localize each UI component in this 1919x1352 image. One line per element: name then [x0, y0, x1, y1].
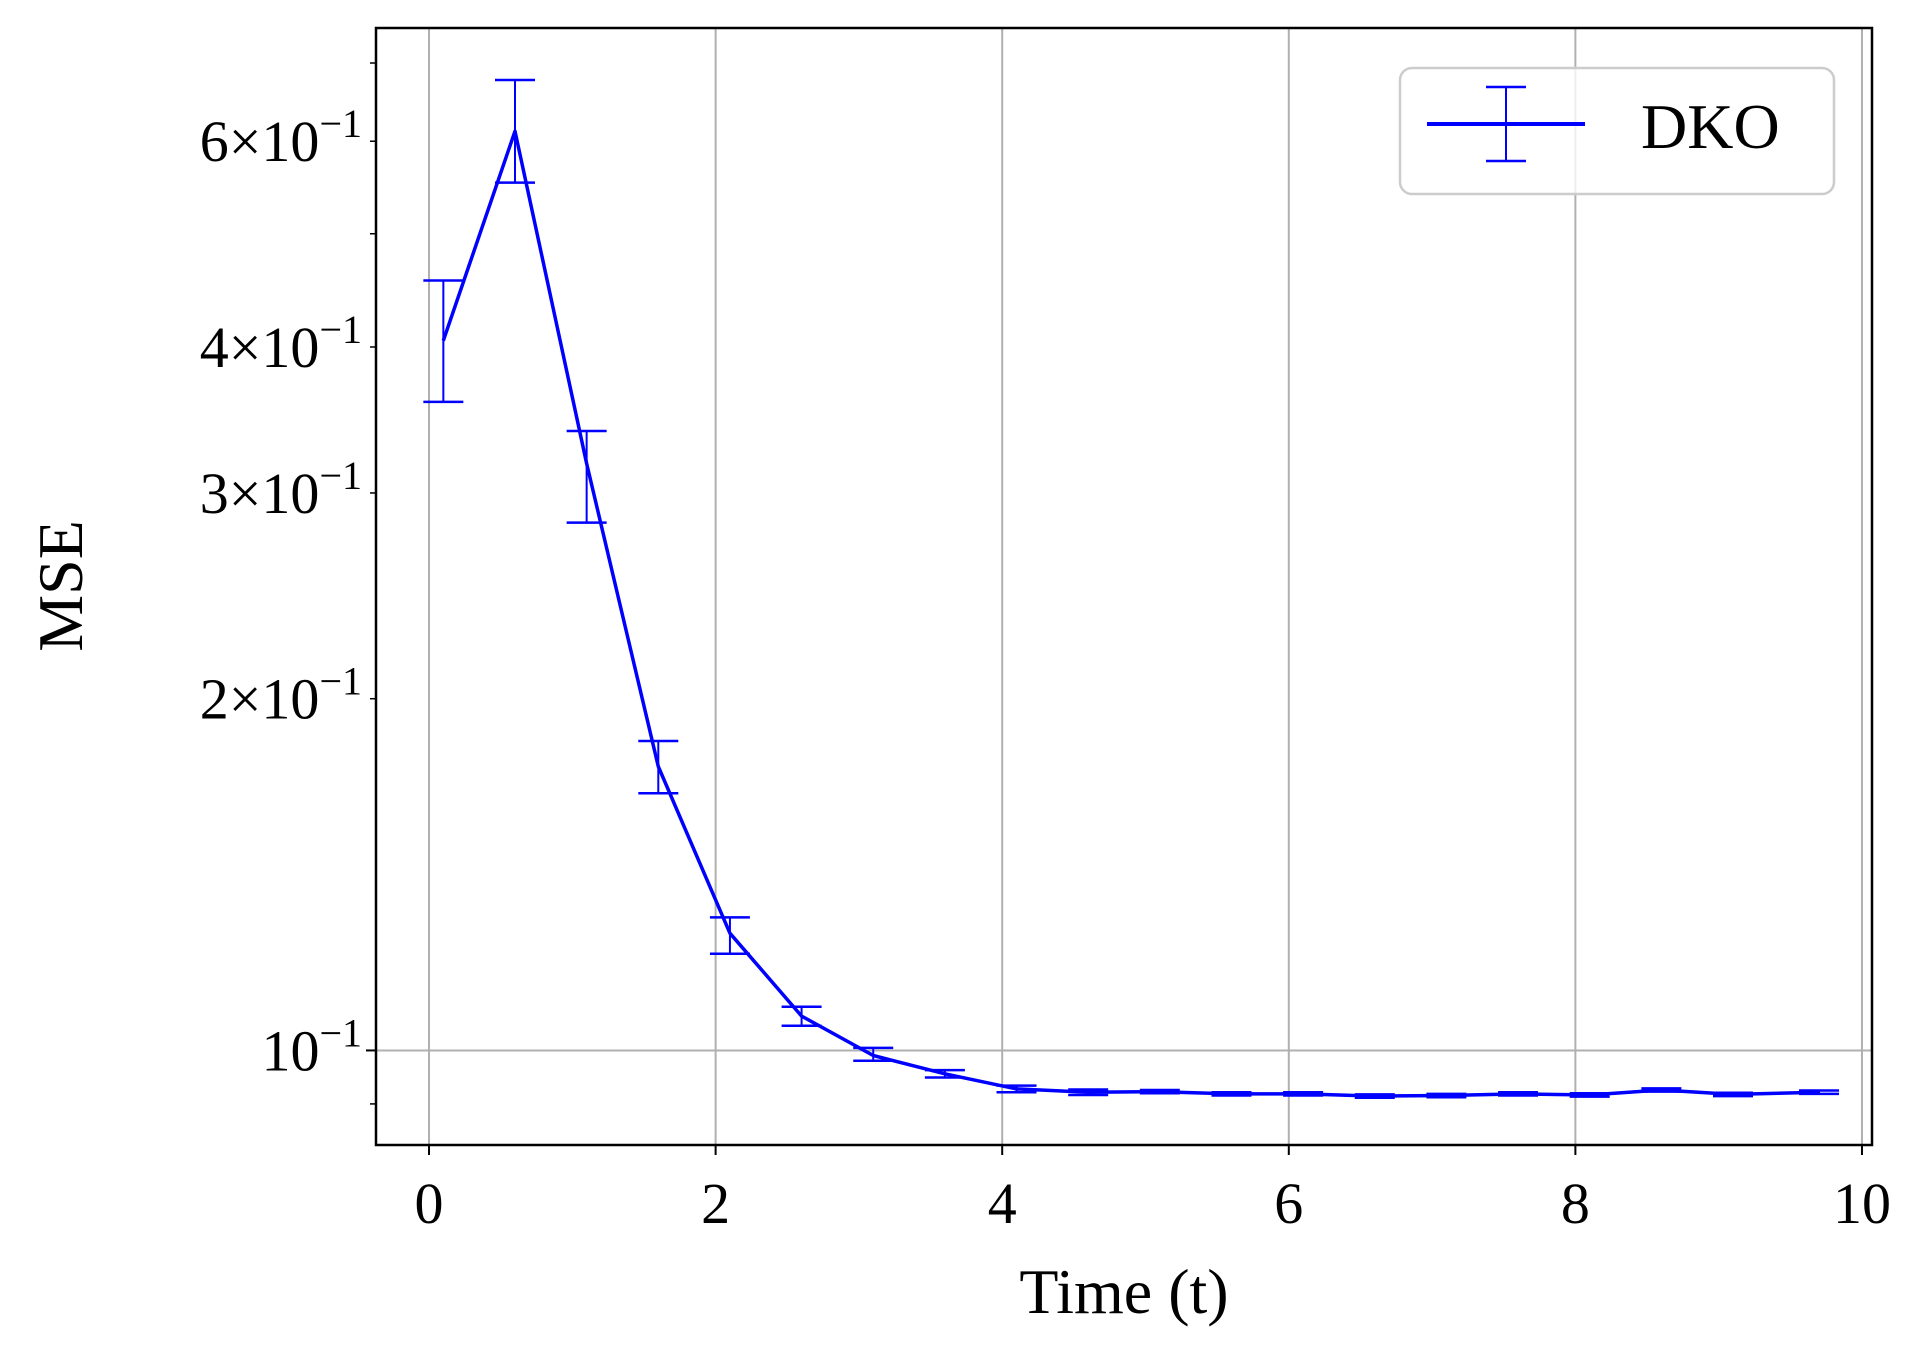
errorbar [1139, 1088, 1180, 1095]
errorbar [638, 739, 679, 795]
y-tick-label: 6×10−1 [200, 101, 362, 174]
errorbar [566, 429, 607, 524]
errorbar [996, 1084, 1037, 1094]
errorbar [1569, 1092, 1610, 1098]
x-tick-label: 8 [1561, 1171, 1590, 1236]
y-tick-label: 10−1 [261, 1010, 362, 1083]
errorbar [924, 1068, 965, 1079]
errorbar [709, 916, 750, 955]
errorbar [1211, 1090, 1252, 1097]
y-tick-label: 2×10−1 [200, 659, 362, 732]
errorbar [1641, 1087, 1682, 1093]
x-axis-label: Time (t) [1019, 1256, 1228, 1327]
legend-label-dko: DKO [1641, 91, 1780, 162]
y-tick-label: 3×10−1 [200, 453, 362, 526]
errorbar [1798, 1089, 1839, 1096]
errorbar [494, 78, 535, 184]
legend-box [1398, 66, 1836, 196]
x-tick-label: 6 [1274, 1171, 1303, 1236]
errorbar [1354, 1093, 1395, 1099]
errorbar [1498, 1090, 1539, 1097]
series-layer [423, 78, 1839, 1099]
x-tick-label: 10 [1833, 1171, 1891, 1236]
legend: DKO [1398, 66, 1836, 196]
errorbar [1713, 1091, 1754, 1098]
x-tick-label: 2 [701, 1171, 730, 1236]
errorbar [1068, 1088, 1109, 1097]
grid [376, 28, 1872, 1145]
y-axis-label: MSE [25, 520, 96, 652]
series-line-dko [441, 129, 1820, 1098]
y-tick-label: 4×10−1 [200, 307, 362, 380]
errorbar [853, 1046, 894, 1062]
plot-frame [374, 26, 1874, 1147]
errorbar [1283, 1090, 1324, 1097]
errorbar [781, 1005, 822, 1027]
errorbar [1426, 1092, 1467, 1099]
x-tick-label: 4 [988, 1171, 1017, 1236]
errorbar [423, 279, 464, 404]
x-tick-label: 0 [415, 1171, 444, 1236]
ticks: 0 2 4 6 8 10 10−1 2×10−1 3×10−1 4×10−1 6×10−1 [200, 62, 1891, 1236]
